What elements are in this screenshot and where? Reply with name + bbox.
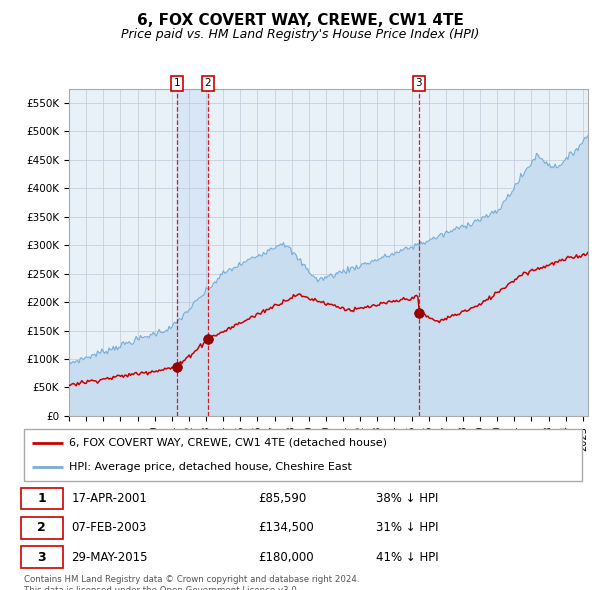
Text: 3: 3 [37,550,46,563]
Text: 1: 1 [37,492,46,505]
Text: 41% ↓ HPI: 41% ↓ HPI [376,550,438,563]
Text: 38% ↓ HPI: 38% ↓ HPI [376,492,438,505]
Text: £85,590: £85,590 [259,492,307,505]
Text: 17-APR-2001: 17-APR-2001 [71,492,148,505]
Text: 29-MAY-2015: 29-MAY-2015 [71,550,148,563]
Text: 2: 2 [205,78,211,88]
Text: HPI: Average price, detached house, Cheshire East: HPI: Average price, detached house, Ches… [68,462,352,472]
Text: Price paid vs. HM Land Registry's House Price Index (HPI): Price paid vs. HM Land Registry's House … [121,28,479,41]
Text: 07-FEB-2003: 07-FEB-2003 [71,521,147,535]
Text: 6, FOX COVERT WAY, CREWE, CW1 4TE: 6, FOX COVERT WAY, CREWE, CW1 4TE [137,13,463,28]
Text: Contains HM Land Registry data © Crown copyright and database right 2024.
This d: Contains HM Land Registry data © Crown c… [24,575,359,590]
Text: £134,500: £134,500 [259,521,314,535]
FancyBboxPatch shape [20,517,62,539]
FancyBboxPatch shape [24,429,582,481]
Text: 6, FOX COVERT WAY, CREWE, CW1 4TE (detached house): 6, FOX COVERT WAY, CREWE, CW1 4TE (detac… [68,438,386,448]
FancyBboxPatch shape [20,546,62,568]
FancyBboxPatch shape [20,487,62,510]
Text: 3: 3 [415,78,422,88]
Bar [177,88,208,416]
Text: £180,000: £180,000 [259,550,314,563]
Text: 31% ↓ HPI: 31% ↓ HPI [376,521,438,535]
Text: 2: 2 [37,521,46,535]
Text: 1: 1 [173,78,180,88]
